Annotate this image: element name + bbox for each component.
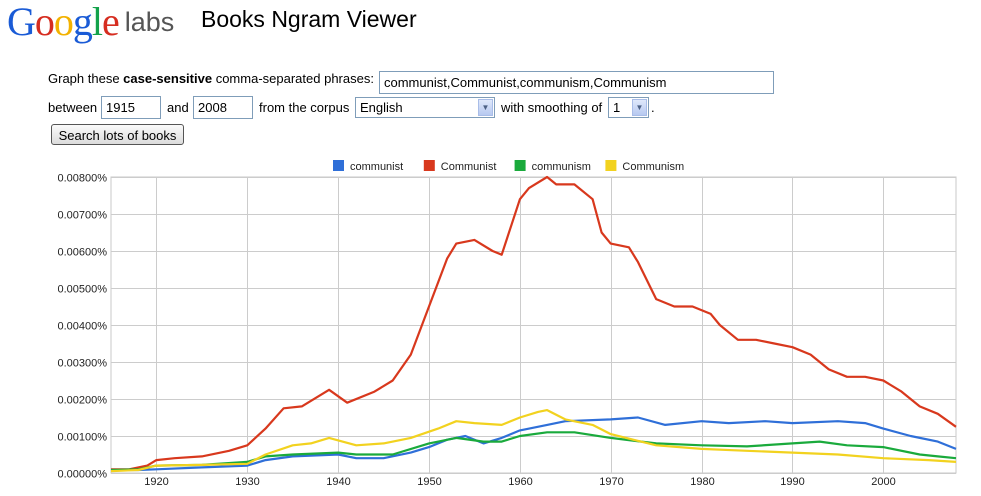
y-tick-label: 0.00100% — [57, 432, 107, 444]
x-tick-label: 1960 — [508, 476, 532, 488]
smoothing-label: with smoothing of — [501, 100, 603, 115]
chart-legend: communist Communist communism Communism — [333, 160, 684, 173]
logo-letter: o — [53, 0, 74, 44]
x-axis: 1920 1930 1940 1950 1960 1970 1980 1990 2000 — [144, 476, 895, 488]
search-button[interactable]: Search lots of books — [51, 124, 184, 145]
end-year-input[interactable]: 2008 — [193, 96, 253, 119]
series-line-communist-0 — [111, 416, 957, 472]
between-label: between — [48, 100, 98, 115]
y-tick-label: 0.00500% — [57, 284, 107, 296]
chart-series — [110, 175, 957, 473]
y-tick-label: 0.00000% — [57, 469, 107, 481]
graph-suffix-text: comma-separated phrases: — [215, 71, 374, 86]
series-line-communism-3 — [110, 409, 957, 473]
x-tick-label: 1940 — [326, 476, 350, 488]
logo-letter: G — [7, 0, 36, 44]
legend-entry: Communist — [441, 161, 497, 173]
smoothing-selected-value: 1 — [613, 100, 621, 115]
x-tick-label: 1970 — [599, 476, 623, 488]
corpus-select[interactable]: English ▼ — [355, 97, 495, 118]
y-tick-label: 0.00800% — [57, 173, 107, 185]
legend-entry: communist — [350, 161, 403, 173]
period-text: . — [651, 100, 655, 115]
x-tick-label: 1920 — [144, 476, 168, 488]
legend-swatch — [605, 160, 617, 171]
legend-swatch — [423, 160, 435, 171]
y-tick-label: 0.00600% — [57, 247, 107, 259]
chevron-down-icon: ▼ — [632, 99, 647, 116]
legend-swatch — [333, 160, 344, 171]
y-tick-label: 0.00700% — [57, 210, 107, 222]
phrases-input[interactable]: communist,Communist,communism,Communism — [379, 71, 774, 94]
google-labs-logo[interactable]: Google labs — [7, 0, 174, 46]
logo-letter: l — [91, 0, 103, 44]
labs-label: labs — [124, 7, 175, 37]
chevron-down-icon: ▼ — [478, 99, 493, 116]
graph-prefix-text: Graph these — [48, 71, 120, 86]
x-tick-label: 1950 — [417, 476, 441, 488]
y-tick-label: 0.00400% — [57, 321, 107, 333]
y-axis: 0.00000% 0.00100% 0.00200% 0.00300% 0.00400%… — [57, 173, 107, 481]
google-wordmark: Google — [7, 0, 120, 44]
legend-entry: Communism — [622, 161, 684, 173]
plot-area — [110, 176, 957, 474]
logo-letter: o — [34, 0, 55, 44]
x-tick-label: 2000 — [871, 476, 895, 488]
chart-grid — [110, 176, 957, 474]
x-tick-label: 1990 — [780, 476, 804, 488]
legend-entry: communism — [532, 161, 591, 173]
x-tick-label: 1980 — [690, 476, 714, 488]
start-year-input[interactable]: 1915 — [101, 96, 161, 119]
case-sensitive-text: case-sensitive — [123, 71, 213, 86]
logo-letter: e — [102, 0, 120, 44]
corpus-label: from the corpus — [259, 100, 350, 115]
y-tick-label: 0.00200% — [57, 395, 107, 407]
and-label: and — [167, 100, 189, 115]
logo-letter: g — [72, 0, 93, 44]
legend-swatch — [514, 160, 526, 171]
series-line-communist-1 — [111, 175, 957, 471]
y-tick-label: 0.00300% — [57, 358, 107, 370]
smoothing-select[interactable]: 1 ▼ — [608, 97, 649, 118]
corpus-selected-value: English — [360, 100, 403, 115]
page-title: Books Ngram Viewer — [201, 6, 417, 32]
x-tick-label: 1930 — [235, 476, 259, 488]
series-line-communism-2 — [110, 431, 957, 472]
phrases-label: Graph these case-sensitive comma-separat… — [48, 71, 374, 86]
